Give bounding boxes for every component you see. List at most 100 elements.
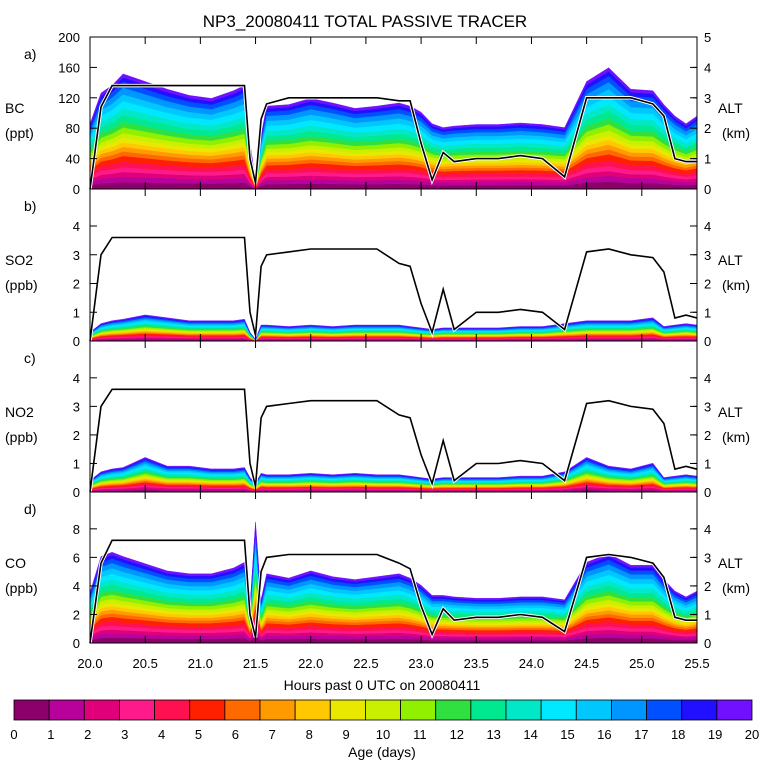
colorbar-cell (505, 699, 542, 721)
x-tick-label: 24.5 (574, 656, 599, 671)
y-axis-label: SO2 (5, 252, 33, 268)
alt-tick-label: 4 (704, 371, 711, 386)
chart-title: NP3_20080411 TOTAL PASSIVE TRACER (203, 12, 527, 31)
colorbar-cell (154, 699, 191, 721)
colorbar-label: Age (days) (348, 744, 416, 760)
x-tick-label: 21.5 (243, 656, 268, 671)
alt-tick-label: 4 (704, 522, 711, 537)
alt-tick-label: 2 (704, 121, 711, 136)
alt-axis-unit: (km) (722, 429, 750, 445)
altitude-line (89, 388, 698, 493)
colorbar-tick-label: 10 (376, 727, 390, 742)
x-tick-label: 25.0 (629, 656, 654, 671)
colorbar-tick-label: 5 (195, 727, 202, 742)
colorbar-cell (224, 699, 261, 721)
y-axis-unit: (ppb) (5, 277, 38, 293)
alt-tick-label: 1 (704, 152, 711, 167)
panel-1: 0 40 80 120 160 200 0 1 2 3 4 5 a) BC (ppt) ALT (km) (5, 30, 750, 197)
x-tick-label: 20.0 (77, 656, 102, 671)
colorbar-tick-label: 8 (306, 727, 313, 742)
x-tick-label: 21.0 (188, 656, 213, 671)
colorbar-cell (681, 699, 718, 721)
colorbar-tick-label: 15 (560, 727, 574, 742)
colorbar-tick-label: 4 (158, 727, 165, 742)
colorbar-tick-label: 2 (84, 727, 91, 742)
y-tick-label: 3 (73, 248, 80, 263)
colorbar-cell (716, 699, 753, 721)
panel-frame (89, 491, 698, 644)
colorbar-cell (470, 699, 507, 721)
colorbar: 0 1 2 3 4 5 6 7 8 9 10 11 12 13 14 15 16 17 18 19 20 (10, 699, 759, 742)
y-tick-label: 1 (73, 305, 80, 320)
y-axis-unit: (ppt) (5, 125, 34, 141)
colorbar-cell (329, 699, 366, 721)
y-tick-label: 4 (73, 579, 80, 594)
panel-2: 0 1 2 3 4 0 1 2 3 4 b) SO2 (ppb) ALT (km) (5, 188, 750, 349)
x-tick-label: 22.0 (298, 656, 323, 671)
colorbar-cell (646, 699, 683, 721)
alt-axis-label: ALT (718, 100, 743, 116)
x-tick-label: 24.0 (519, 656, 544, 671)
alt-tick-label: 0 (704, 485, 711, 500)
y-tick-label: 0 (73, 485, 80, 500)
y-tick-label: 0 (73, 182, 80, 197)
y-tick-label: 2 (73, 607, 80, 622)
x-tick-label: 25.5 (684, 656, 709, 671)
colorbar-cell (48, 699, 85, 721)
y-tick-label: 160 (58, 60, 80, 75)
colorbar-tick-label: 12 (450, 727, 464, 742)
alt-axis-unit: (km) (722, 125, 750, 141)
colorbar-tick-label: 20 (745, 727, 759, 742)
colorbar-cell (540, 699, 577, 721)
y-tick-label: 200 (58, 30, 80, 45)
alt-tick-label: 1 (704, 607, 711, 622)
colorbar-tick-label: 0 (10, 727, 17, 742)
alt-tick-label: 2 (704, 579, 711, 594)
alt-axis-label: ALT (718, 404, 743, 420)
y-tick-label: 8 (73, 522, 80, 537)
colorbar-cell (294, 699, 331, 721)
alt-axis-label: ALT (718, 252, 743, 268)
colorbar-tick-label: 3 (121, 727, 128, 742)
y-tick-label: 6 (73, 550, 80, 565)
x-tick-label: 23.0 (408, 656, 433, 671)
colorbar-tick-label: 9 (342, 727, 349, 742)
colorbar-cell (13, 699, 50, 721)
y-axis-label: NO2 (5, 404, 34, 420)
colorbar-tick-label: 17 (634, 727, 648, 742)
x-axis-label: Hours past 0 UTC on 20080411 (284, 677, 481, 693)
alt-axis-unit: (km) (722, 277, 750, 293)
colorbar-cell (611, 699, 647, 721)
panels: 04080120160200012345a)BC(ppt)ALT(km)0123… (5, 30, 750, 671)
y-tick-label: 80 (66, 121, 80, 136)
colorbar-tick-label: 19 (708, 727, 722, 742)
alt-axis-unit: (km) (722, 580, 750, 596)
y-axis-label: BC (5, 100, 24, 116)
alt-tick-label: 3 (704, 550, 711, 565)
y-tick-label: 2 (73, 277, 80, 292)
alt-tick-label: 5 (704, 30, 711, 45)
colorbar-cell (189, 699, 226, 721)
alt-tick-label: 0 (704, 182, 711, 197)
colorbar-tick-label: 18 (671, 727, 685, 742)
colorbar-tick-label: 14 (523, 727, 537, 742)
colorbar-tick-label: 7 (269, 727, 276, 742)
colorbar-tick-label: 1 (47, 727, 54, 742)
y-axis-label: CO (5, 555, 26, 571)
colorbar-tick-label: 16 (597, 727, 611, 742)
colorbar-cell (575, 699, 612, 721)
panel-letter: d) (24, 501, 36, 517)
colorbar-cell (400, 699, 437, 721)
panel-letter: c) (24, 350, 36, 366)
colorbar-tick-label: 6 (232, 727, 239, 742)
y-axis-unit: (ppb) (5, 580, 38, 596)
y-tick-label: 1 (73, 456, 80, 471)
colorbar-cell (83, 699, 120, 721)
y-tick-label: 40 (66, 152, 80, 167)
y-tick-label: 4 (73, 219, 80, 234)
alt-tick-label: 3 (704, 399, 711, 414)
y-tick-label: 120 (58, 91, 80, 106)
altitude-line (89, 539, 697, 644)
alt-tick-label: 4 (704, 219, 711, 234)
